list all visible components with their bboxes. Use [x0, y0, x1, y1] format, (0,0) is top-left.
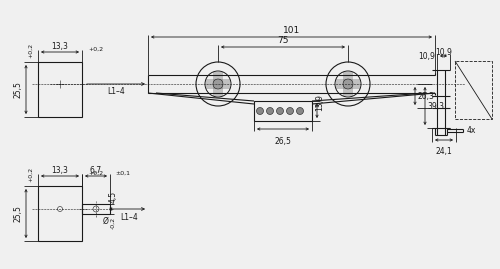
Text: 13,3: 13,3 — [52, 41, 68, 51]
Circle shape — [286, 108, 294, 115]
Text: Ø: Ø — [103, 217, 109, 226]
Text: 13,9: 13,9 — [316, 94, 324, 111]
Text: 10,9: 10,9 — [435, 48, 452, 58]
Text: +0,2: +0,2 — [88, 47, 103, 51]
Text: +0,2: +0,2 — [88, 171, 103, 175]
Text: 75: 75 — [277, 36, 289, 45]
Text: ±0,1: ±0,1 — [115, 171, 130, 175]
Circle shape — [266, 108, 274, 115]
Text: +0,2: +0,2 — [28, 167, 34, 182]
Bar — [254, 101, 312, 121]
Text: +0,2: +0,2 — [28, 43, 34, 58]
Text: -0,2: -0,2 — [110, 217, 116, 229]
Text: 26,3: 26,3 — [417, 91, 434, 101]
Bar — [82, 204, 110, 214]
Text: 26,5: 26,5 — [274, 137, 291, 146]
Text: 4,5: 4,5 — [108, 191, 118, 203]
Text: 13,3: 13,3 — [52, 165, 68, 175]
Text: L1–4: L1–4 — [120, 213, 138, 221]
Bar — [38, 62, 82, 117]
Circle shape — [256, 108, 264, 115]
Text: 101: 101 — [283, 26, 300, 35]
Text: L1–4: L1–4 — [107, 87, 125, 95]
Bar — [455, 61, 492, 119]
Bar — [38, 186, 82, 241]
Text: 25,5: 25,5 — [14, 81, 22, 98]
Circle shape — [296, 108, 304, 115]
Text: 10,9: 10,9 — [418, 51, 435, 61]
Text: 6,7: 6,7 — [90, 165, 102, 175]
Circle shape — [276, 108, 283, 115]
Text: 25,5: 25,5 — [14, 205, 22, 222]
Text: 24,1: 24,1 — [436, 147, 452, 156]
Text: 39,3: 39,3 — [427, 101, 444, 111]
Text: 4x: 4x — [467, 126, 476, 135]
